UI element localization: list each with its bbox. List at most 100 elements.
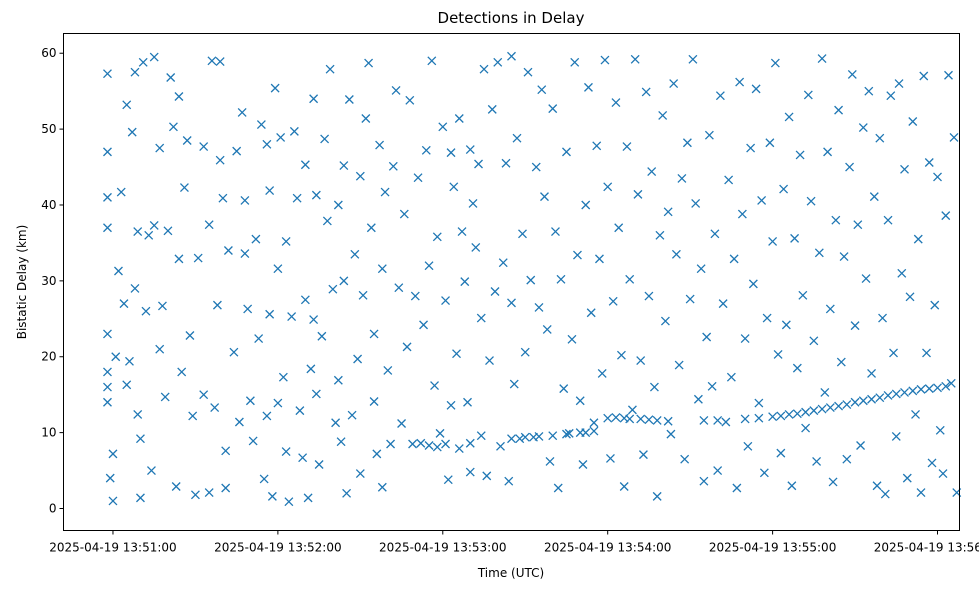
data-point [424,261,434,271]
data-point [594,254,604,264]
data-point [900,164,909,174]
data-point [941,211,951,221]
data-point [627,405,637,415]
data-point [369,397,379,406]
data-point [537,85,547,95]
data-point [649,382,659,392]
data-point [518,229,527,239]
data-point [155,143,165,153]
data-point [779,184,789,194]
data-point [864,86,874,96]
data-point [663,416,673,426]
data-point [311,389,321,399]
data-point [270,83,280,93]
data-point [913,234,923,244]
y-tick-label: 60 [41,46,56,60]
data-point [116,187,126,197]
data-point [883,390,893,400]
data-point [856,441,866,450]
data-point [487,104,497,114]
data-point [383,365,393,375]
data-point [721,417,731,427]
data-point [306,364,316,374]
x-tick-label: 2025-04-19 13:53:00 [379,541,506,555]
data-point [103,367,112,377]
data-point [144,230,154,240]
data-point [479,64,489,74]
data-point [507,434,516,444]
x-tick-label: 2025-04-19 13:52:00 [214,541,341,555]
data-point [166,73,176,82]
data-point [660,316,670,326]
data-point [300,295,310,305]
data-point [138,57,148,67]
data-point [699,416,709,425]
data-point [485,356,494,365]
data-point [240,249,250,259]
data-point [358,290,368,300]
x-axis-ticks: 2025-04-19 13:51:00 2025-04-19 13:52:00 20… [49,530,979,555]
data-point [512,133,522,143]
data-point [787,481,797,491]
data-point [328,284,338,294]
data-point [740,414,750,424]
x-tick-label: 2025-04-19 13:51:00 [49,541,176,555]
data-point [930,300,940,310]
data-point [581,428,591,438]
data-point [658,110,668,120]
data-point [284,497,294,507]
data-point [490,287,500,296]
data-point [300,160,310,170]
data-point [507,298,516,308]
data-point [872,481,882,491]
data-point [603,182,613,192]
data-point [831,215,841,225]
data-point [735,77,745,87]
data-point [168,122,178,132]
data-point [507,51,516,61]
data-point [677,173,687,183]
data-point [757,195,767,205]
data-point [875,133,885,143]
data-point [924,158,934,167]
data-point [157,301,167,311]
data-point [671,249,681,259]
data-point [776,448,786,458]
data-point [482,471,492,481]
data-point [644,291,654,301]
data-point [421,145,431,155]
data-point [781,320,791,330]
data-point [265,309,275,319]
data-point [130,67,140,77]
data-point [103,192,112,202]
data-point [174,92,184,101]
data-point [199,142,209,152]
data-point [839,252,849,262]
data-point [103,329,112,339]
data-point [386,439,396,449]
data-point [715,91,725,101]
data-point [432,232,442,242]
data-point [567,334,577,344]
data-point [619,482,629,491]
data-point [886,91,896,101]
data-point [641,87,651,97]
data-point [732,483,742,493]
data-point [916,488,926,498]
data-point [625,274,635,284]
data-point [776,411,786,421]
data-point [589,426,599,436]
data-point [377,482,387,492]
data-point [773,350,783,359]
data-point [922,348,931,358]
data-point [726,372,736,382]
data-point [333,200,343,210]
data-point [465,145,475,155]
data-point [377,264,387,274]
data-point [303,493,313,503]
data-point [177,367,187,377]
data-point [611,98,621,108]
data-point [355,469,365,479]
data-point [243,304,253,314]
data-point [122,100,132,110]
